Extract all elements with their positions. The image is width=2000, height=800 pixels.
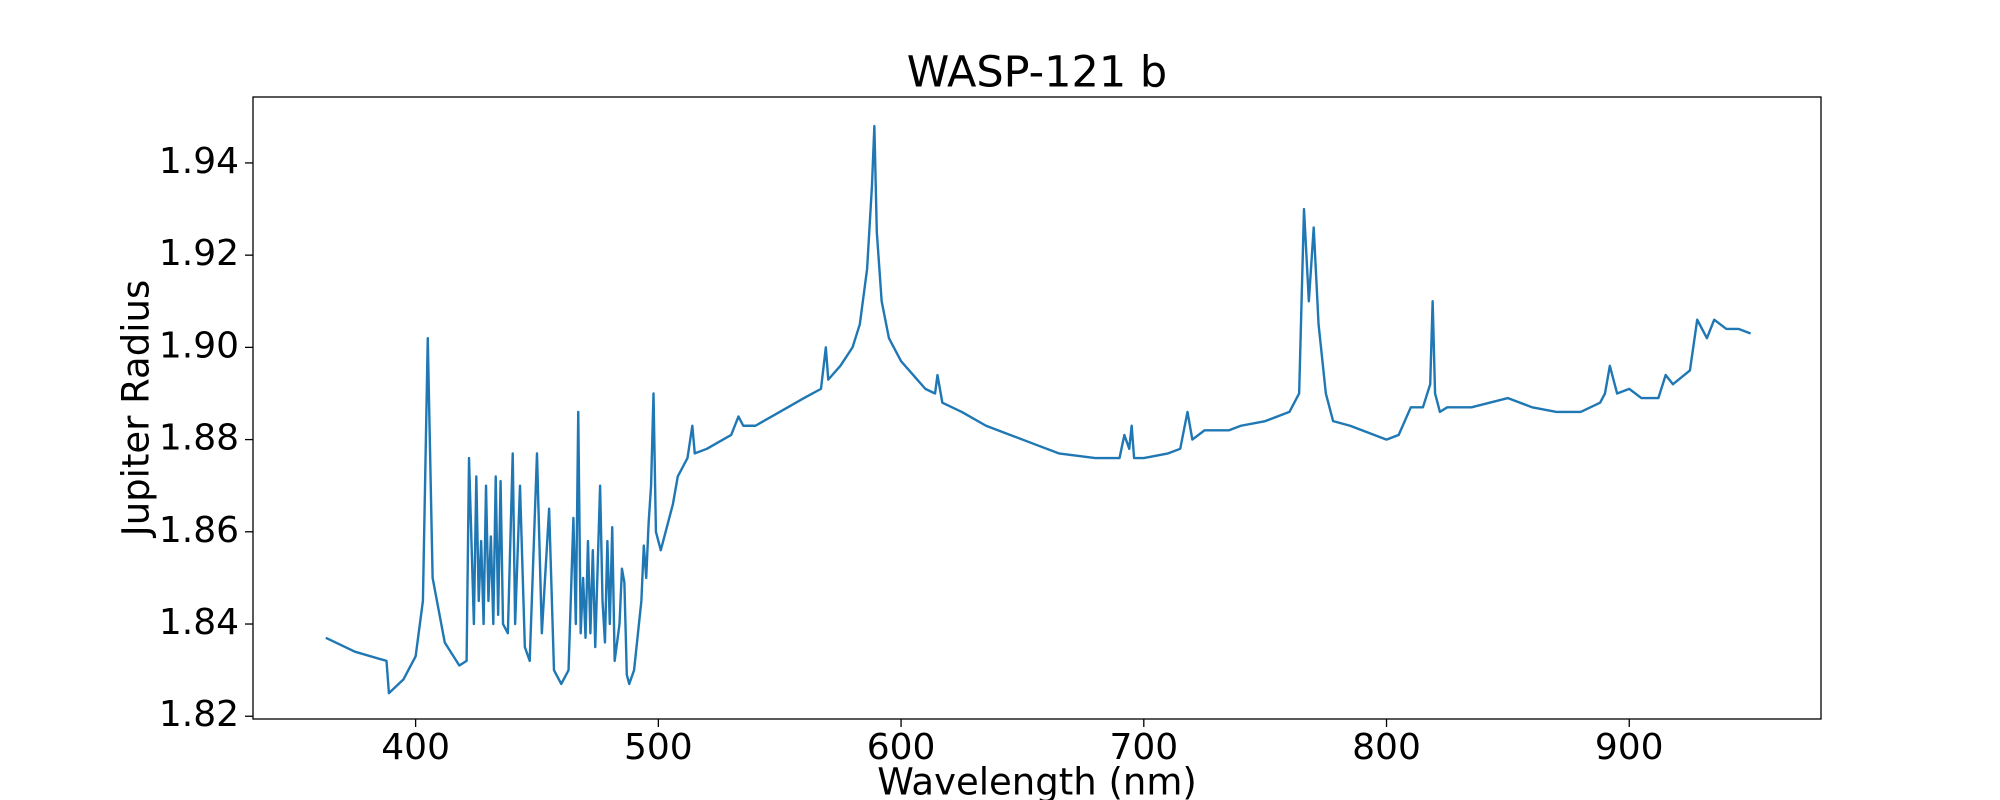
x-tick-label: 400	[381, 727, 450, 768]
x-tick-label: 600	[867, 727, 936, 768]
y-tick-label: 1.94	[159, 141, 239, 182]
y-tick-label: 1.82	[159, 694, 239, 735]
x-axis-label: Wavelength (nm)	[877, 761, 1197, 800]
chart-title: WASP-121 b	[907, 48, 1167, 98]
y-axis-label: Jupiter Radius	[115, 280, 158, 538]
data-line	[325, 124, 1752, 695]
x-tick-label: 700	[1109, 727, 1178, 768]
x-tick-label: 500	[624, 727, 693, 768]
y-tick-label: 1.92	[159, 233, 239, 274]
y-tick-label: 1.90	[159, 325, 239, 366]
y-tick-label: 1.86	[159, 510, 239, 551]
x-tick-label: 900	[1595, 727, 1664, 768]
y-tick-label: 1.88	[159, 418, 239, 459]
y-tick-label: 1.84	[159, 602, 239, 643]
x-tick-label: 800	[1352, 727, 1421, 768]
plot-frame	[252, 96, 1822, 720]
